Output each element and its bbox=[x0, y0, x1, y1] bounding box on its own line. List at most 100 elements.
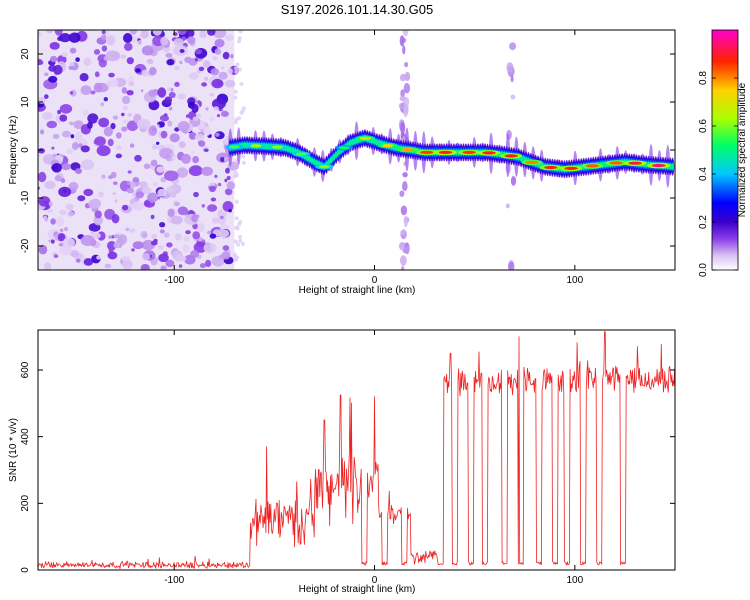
gap-stripe-blob bbox=[402, 172, 408, 178]
gap-stripes-layer bbox=[398, 30, 517, 270]
noise-blob bbox=[225, 34, 234, 41]
noise-blob bbox=[215, 132, 220, 137]
noise-blob bbox=[128, 81, 135, 87]
noise-blob bbox=[129, 30, 137, 35]
noise-blob bbox=[59, 114, 68, 122]
gap-stripe-blob bbox=[403, 215, 408, 228]
noise-blob bbox=[38, 244, 48, 255]
noise-blob bbox=[234, 216, 239, 221]
noise-blob bbox=[188, 72, 199, 80]
noise-blob bbox=[207, 230, 211, 235]
noise-blob bbox=[137, 40, 142, 45]
noise-blob bbox=[205, 245, 212, 252]
ridge-core-peak bbox=[420, 150, 434, 154]
noise-blob bbox=[121, 95, 131, 105]
noise-blob bbox=[101, 30, 106, 35]
ridge-segment bbox=[372, 138, 377, 145]
ridge-core-peak bbox=[339, 146, 350, 150]
noise-blob bbox=[186, 114, 189, 118]
snr-panel: -100 0 100 0 200 400 600 Height of straight l… bbox=[8, 329, 676, 595]
noise-blob bbox=[212, 30, 227, 39]
ridge-core-peak bbox=[462, 150, 476, 154]
noise-blob bbox=[126, 57, 134, 65]
noise-blob bbox=[192, 231, 201, 240]
noise-blob bbox=[193, 241, 208, 253]
noise-blob bbox=[226, 181, 236, 190]
colorbar-tick-label: 0.2 bbox=[698, 215, 709, 229]
snr-x-axis-title: Height of straight line (km) bbox=[299, 584, 416, 595]
noise-blob bbox=[110, 171, 117, 179]
noise-blob bbox=[184, 56, 193, 64]
noise-blob bbox=[38, 171, 47, 183]
gap-stripe-blob bbox=[399, 73, 407, 82]
gap-stripe-blob bbox=[505, 203, 510, 209]
noise-blob bbox=[126, 120, 139, 132]
noise-blob bbox=[169, 152, 175, 157]
noise-blob bbox=[182, 244, 190, 253]
noise-blob bbox=[132, 177, 140, 183]
figure-title: S197.2026.101.14.30.G05 bbox=[281, 2, 434, 17]
gap-stripe-blob bbox=[510, 94, 516, 100]
noise-blob bbox=[116, 145, 122, 150]
noise-blob bbox=[233, 239, 238, 244]
noise-blob bbox=[222, 245, 230, 251]
noise-blob bbox=[68, 182, 79, 191]
noise-blob bbox=[232, 252, 237, 257]
noise-blob bbox=[203, 76, 209, 81]
snr-x-ticks: -100 0 100 bbox=[164, 330, 584, 586]
noise-blob bbox=[181, 36, 187, 41]
noise-blob bbox=[219, 215, 224, 220]
noise-blob bbox=[140, 230, 148, 239]
noise-blob bbox=[107, 251, 118, 260]
noise-blob bbox=[125, 227, 130, 232]
noise-blob bbox=[44, 72, 49, 77]
noise-blob bbox=[173, 201, 180, 207]
noise-blob bbox=[235, 226, 240, 231]
noise-blob bbox=[113, 234, 120, 239]
ridge-core-peak bbox=[544, 165, 558, 170]
y-tick-label: 20 bbox=[20, 48, 31, 60]
noise-blob bbox=[198, 66, 205, 72]
noise-blob bbox=[159, 222, 166, 228]
noise-blob bbox=[159, 114, 169, 122]
noise-blob bbox=[66, 148, 74, 155]
noise-blob bbox=[83, 57, 92, 67]
ridge-segment bbox=[351, 138, 355, 146]
noise-blob bbox=[132, 241, 144, 250]
noise-blob bbox=[113, 242, 120, 249]
ridge-core-peak bbox=[651, 163, 666, 168]
noise-blob bbox=[107, 241, 117, 251]
ridge-segment bbox=[243, 142, 247, 149]
noise-blob bbox=[233, 89, 238, 94]
spectrogram-x-ticks: -100 0 100 bbox=[164, 30, 584, 286]
noise-blob bbox=[160, 130, 168, 139]
noise-blob bbox=[209, 93, 215, 97]
gap-stripe-blob bbox=[402, 45, 406, 55]
noise-blob bbox=[233, 170, 238, 175]
noise-blob bbox=[106, 35, 116, 46]
noise-blob bbox=[166, 242, 173, 248]
noise-blob bbox=[212, 55, 218, 61]
noise-blob bbox=[174, 65, 180, 71]
colorbar-label: Normalized spectral amplitude bbox=[737, 82, 748, 217]
noise-blob bbox=[164, 96, 173, 104]
noise-blob bbox=[93, 49, 101, 55]
ridge-segment bbox=[375, 139, 379, 146]
noise-blob bbox=[191, 103, 199, 113]
colorbar-ticks: 0.0 0.2 0.4 0.6 0.8 bbox=[698, 71, 738, 277]
noise-blob bbox=[210, 197, 217, 202]
noise-blob bbox=[90, 230, 94, 235]
noise-blob bbox=[62, 130, 71, 138]
noise-blob bbox=[156, 124, 160, 128]
ridge-core-peak bbox=[525, 160, 539, 164]
noise-blob bbox=[194, 57, 198, 62]
noise-blob bbox=[211, 78, 224, 89]
noise-blob bbox=[101, 45, 108, 52]
ridge-segment bbox=[308, 155, 312, 163]
noise-blob bbox=[148, 67, 157, 76]
colorbar-tick-label: 0.4 bbox=[698, 167, 709, 181]
noise-blob bbox=[234, 66, 239, 71]
colorbar: 0.0 0.2 0.4 0.6 0.8 Normalized spectral ampl… bbox=[698, 29, 748, 277]
gap-stripe-blob bbox=[403, 82, 411, 94]
noise-blob bbox=[224, 178, 228, 183]
